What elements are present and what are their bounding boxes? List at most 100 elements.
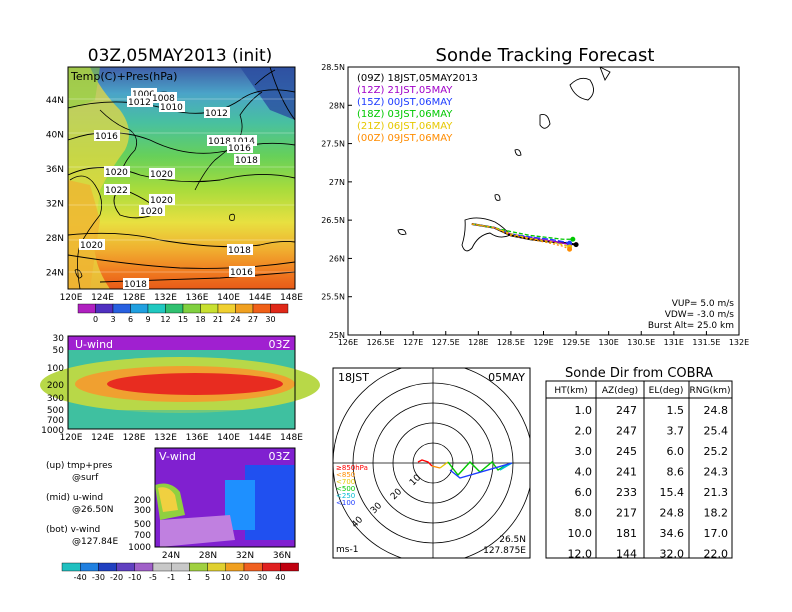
v-wind-tick: 700 <box>134 531 151 541</box>
lon-tick: 136E <box>186 293 209 303</box>
lat-tick: 28.5N <box>321 63 345 72</box>
cobra-title: Sonde Dir from COBRA <box>565 366 713 381</box>
table-cell: 3.7 <box>667 425 685 438</box>
table-cell: 21.3 <box>704 486 729 499</box>
track-end-point <box>570 236 576 242</box>
pressure-label: 1018 <box>228 246 251 256</box>
table-cell: 17.0 <box>704 527 729 540</box>
pressure-label: 1018 <box>124 280 147 290</box>
panel-notes: (up) tmp+pres @surf (mid) u-wind @26.50N (bo… <box>46 461 118 547</box>
v-wind-tick: 500 <box>134 520 151 530</box>
table-cell: 10.0 <box>568 527 593 540</box>
lon-tick: 128.5E <box>497 338 525 347</box>
colorbar-swatch <box>280 562 299 572</box>
colorbar-tick: 3 <box>110 315 115 324</box>
table-cell: 22.0 <box>704 548 729 561</box>
lon-tick: 129.5E <box>562 338 590 347</box>
u-wind-tick: 500 <box>47 406 64 416</box>
lat-tick: 36N <box>46 165 64 175</box>
table-cell: 217 <box>616 507 637 520</box>
lon-tick: 124E <box>91 433 114 443</box>
table-header: AZ(deg) <box>602 386 638 396</box>
table-header: HT(km) <box>554 386 587 396</box>
v-wind-tick: 300 <box>134 506 151 516</box>
table-cell: 6.0 <box>667 445 685 458</box>
note-line: (mid) u-wind <box>46 493 103 503</box>
u-wind-tick: 100 <box>47 364 64 374</box>
lon-tick: 132E <box>729 338 749 347</box>
track-title: Sonde Tracking Forecast <box>436 45 655 66</box>
colorbar-tick: 5 <box>205 573 210 582</box>
colorbar-tick: 30 <box>257 573 267 582</box>
pressure-label: 1020 <box>140 207 163 217</box>
colorbar-tick: 20 <box>239 573 249 582</box>
param-line: Burst Alt= 25.0 km <box>648 321 734 331</box>
level-entry: ≥850hPa <box>336 464 368 472</box>
colorbar-swatch <box>270 303 289 314</box>
lon-tick: 120E <box>60 293 83 303</box>
lat-tick: 40N <box>46 131 64 141</box>
colorbar-tick: 18 <box>195 315 205 324</box>
v-wind-tick: 1000 <box>128 543 151 553</box>
colorbar-swatch <box>116 562 135 572</box>
table-cell: 247 <box>616 425 637 438</box>
map-label: Temp(C)+Pres(hPa) <box>70 70 177 83</box>
table-header: EL(deg) <box>649 386 684 396</box>
track-lon-ticks: 126E 126.5E 127E 127.5E 128E 128.5E 129E 129.5E… <box>338 331 749 347</box>
table-cell: 1.0 <box>575 404 593 417</box>
colorbar-swatch <box>79 562 99 572</box>
colorbar-tick: -5 <box>149 573 157 582</box>
lat-tick: 28N <box>329 101 345 110</box>
table-cell: 15.4 <box>660 486 685 499</box>
track-end-point <box>567 240 573 246</box>
lon-tick: 148E <box>280 293 303 303</box>
polar-lat: 26.5N <box>499 535 526 545</box>
colorbar-tick: 30 <box>265 315 275 324</box>
colorbar-tick: 15 <box>178 315 188 324</box>
note-line: @127.84E <box>72 537 118 547</box>
legend-entry: (09Z) 18JST,05MAY2013 <box>357 73 478 84</box>
lon-tick: 128E <box>468 338 488 347</box>
table-cell: 8.0 <box>575 507 593 520</box>
legend-entry: (12Z) 21JST,05MAY <box>357 85 453 96</box>
lon-tick: 140E <box>217 293 240 303</box>
param-line: VDW= -3.0 m/s <box>665 310 735 320</box>
lat-tick: 26N <box>329 254 345 263</box>
table-cell: 24.8 <box>660 507 685 520</box>
u-wind-lon-ticks: 120E 124E 128E 132E 136E 140E 144E 148E <box>60 433 304 443</box>
colorbar-swatch <box>182 303 201 314</box>
colorbar-swatch <box>200 303 219 314</box>
lat-tick: 27.5N <box>321 140 345 149</box>
track-panel: (09Z) 18JST,05MAY2013(12Z) 21JST,05MAY(1… <box>321 63 749 347</box>
colorbar-tick: 12 <box>160 315 170 324</box>
legend-entry: (15Z) 00JST,06MAY <box>357 97 453 108</box>
pressure-label: 1008 <box>152 94 175 104</box>
legend-entry: (21Z) 06JST,06MAY <box>357 121 453 132</box>
table-cell: 233 <box>616 486 637 499</box>
legend-entry: (18Z) 03JST,06MAY <box>357 109 453 120</box>
track-line <box>471 223 573 240</box>
lon-tick: 148E <box>280 433 303 443</box>
polar-right-label: 05MAY <box>488 371 525 384</box>
colorbar-tick: -10 <box>128 573 141 582</box>
map-lon-ticks: 120E 124E 128E 132E 136E 140E 144E 148E <box>60 293 304 303</box>
table-cell: 4.0 <box>575 466 593 479</box>
colorbar-swatch <box>165 303 184 314</box>
islands <box>397 67 611 252</box>
lon-tick: 130.5E <box>627 338 655 347</box>
table-cell: 24.8 <box>704 404 729 417</box>
colorbar-tick: -20 <box>110 573 123 582</box>
lon-tick: 144E <box>249 293 272 303</box>
note-line: (bot) v-wind <box>46 525 100 535</box>
colorbar-swatch <box>225 562 245 572</box>
u-wind-tick: 1000 <box>41 426 64 436</box>
lat-tick: 24N <box>46 269 64 279</box>
table-cell: 247 <box>616 404 637 417</box>
